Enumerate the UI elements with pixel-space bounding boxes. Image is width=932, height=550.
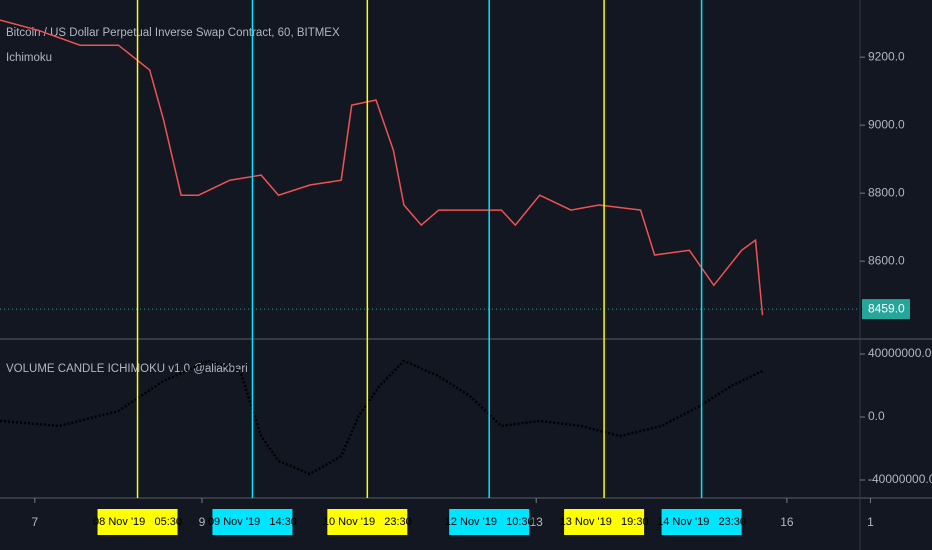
series-line [0,19,764,316]
last-price-label: 8459.0 [868,301,905,315]
x-tick-label: 16 [780,515,794,529]
marker-label-box [449,509,530,535]
marker-label-box [212,509,293,535]
marker-label-box [97,509,178,535]
marker-label: 12 Nov '19 10:30 [445,509,534,535]
x-tick-label: 1 [867,515,874,529]
marker-label-text: 08 Nov '19 05:30 [93,516,182,528]
marker-label-text: 10 Nov '19 23:30 [323,516,412,528]
marker-label-text: 14 Nov '19 23:30 [657,516,746,528]
marker-label: 08 Nov '19 05:30 [93,509,182,535]
y-tick-label: -40000000.0 [868,472,932,486]
y-tick-label: 8800.0 [868,185,905,199]
chart-title: Bitcoin / US Dollar Perpetual Inverse Sw… [6,27,340,39]
marker-label-box [564,509,645,535]
marker-label-text: 09 Nov '19 14:30 [208,516,297,528]
marker-label: 14 Nov '19 23:30 [657,509,746,535]
last-price-box [862,299,910,320]
marker-label: 10 Nov '19 23:30 [323,509,412,535]
marker-label-box [327,509,408,535]
y-tick-label: 40000000.0 [868,346,932,360]
marker-label-text: 12 Nov '19 10:30 [445,516,534,528]
indicator-title: VOLUME CANDLE ICHIMOKU v1.0 @aliakbari [6,363,248,375]
y-tick-label: 0.0 [868,409,885,423]
x-tick-label: 9 [199,515,206,529]
marker-label: 13 Nov '19 19:30 [560,509,649,535]
x-tick-label: 13 [530,515,544,529]
marker-label: 09 Nov '19 14:30 [208,509,297,535]
y-tick-label: 9200.0 [868,49,905,63]
y-tick-label: 8600.0 [868,253,905,267]
x-tick-label: 7 [31,515,38,529]
y-tick-label: 9000.0 [868,117,905,131]
marker-label-text: 13 Nov '19 19:30 [560,516,649,528]
indicator-name: Ichimoku [6,52,52,64]
marker-label-box [661,509,742,535]
